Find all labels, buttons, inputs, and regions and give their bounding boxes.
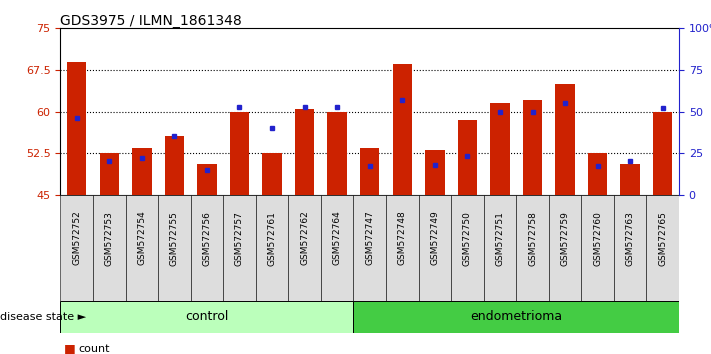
Bar	[523, 101, 542, 195]
Text: disease state ►: disease state ►	[0, 312, 86, 322]
Text: GSM572764: GSM572764	[333, 211, 342, 266]
Bar	[621, 164, 640, 195]
Bar	[197, 164, 217, 195]
FancyBboxPatch shape	[549, 195, 582, 301]
FancyBboxPatch shape	[223, 195, 256, 301]
Text: GSM572758: GSM572758	[528, 211, 537, 266]
Text: GSM572748: GSM572748	[397, 211, 407, 266]
FancyBboxPatch shape	[256, 195, 289, 301]
Bar	[165, 137, 184, 195]
Text: ■: ■	[64, 342, 76, 354]
FancyBboxPatch shape	[516, 195, 549, 301]
FancyBboxPatch shape	[451, 195, 483, 301]
Bar	[588, 153, 607, 195]
FancyBboxPatch shape	[126, 195, 158, 301]
FancyBboxPatch shape	[289, 195, 321, 301]
Bar	[653, 112, 673, 195]
Bar	[425, 150, 444, 195]
Bar	[262, 153, 282, 195]
Bar	[360, 148, 380, 195]
Text: GSM572752: GSM572752	[73, 211, 81, 266]
FancyBboxPatch shape	[60, 195, 93, 301]
FancyBboxPatch shape	[93, 195, 126, 301]
Text: GSM572759: GSM572759	[560, 211, 570, 266]
FancyBboxPatch shape	[158, 195, 191, 301]
Text: GSM572757: GSM572757	[235, 211, 244, 266]
Text: GSM572765: GSM572765	[658, 211, 667, 266]
FancyBboxPatch shape	[191, 195, 223, 301]
Bar	[555, 84, 574, 195]
FancyBboxPatch shape	[646, 195, 679, 301]
Text: GSM572756: GSM572756	[203, 211, 211, 266]
Bar	[392, 64, 412, 195]
Text: GSM572760: GSM572760	[593, 211, 602, 266]
Text: GDS3975 / ILMN_1861348: GDS3975 / ILMN_1861348	[60, 14, 242, 28]
Bar	[100, 153, 119, 195]
Text: GSM572761: GSM572761	[267, 211, 277, 266]
FancyBboxPatch shape	[321, 195, 353, 301]
Bar	[132, 148, 151, 195]
FancyBboxPatch shape	[353, 195, 386, 301]
Text: GSM572763: GSM572763	[626, 211, 635, 266]
FancyBboxPatch shape	[614, 195, 646, 301]
Text: GSM572753: GSM572753	[105, 211, 114, 266]
FancyBboxPatch shape	[353, 301, 679, 333]
Bar	[295, 109, 314, 195]
Text: GSM572750: GSM572750	[463, 211, 472, 266]
Bar	[490, 103, 510, 195]
Text: control: control	[186, 310, 229, 323]
FancyBboxPatch shape	[419, 195, 451, 301]
Text: GSM572754: GSM572754	[137, 211, 146, 266]
Text: GSM572747: GSM572747	[365, 211, 374, 266]
Text: GSM572751: GSM572751	[496, 211, 504, 266]
Text: endometrioma: endometrioma	[470, 310, 562, 323]
FancyBboxPatch shape	[386, 195, 419, 301]
Text: GSM572762: GSM572762	[300, 211, 309, 266]
FancyBboxPatch shape	[582, 195, 614, 301]
Bar	[458, 120, 477, 195]
Text: GSM572755: GSM572755	[170, 211, 179, 266]
Bar	[327, 112, 347, 195]
Text: GSM572749: GSM572749	[430, 211, 439, 266]
Bar	[67, 62, 87, 195]
FancyBboxPatch shape	[483, 195, 516, 301]
Bar	[230, 112, 250, 195]
Text: count: count	[78, 344, 109, 354]
FancyBboxPatch shape	[60, 301, 353, 333]
